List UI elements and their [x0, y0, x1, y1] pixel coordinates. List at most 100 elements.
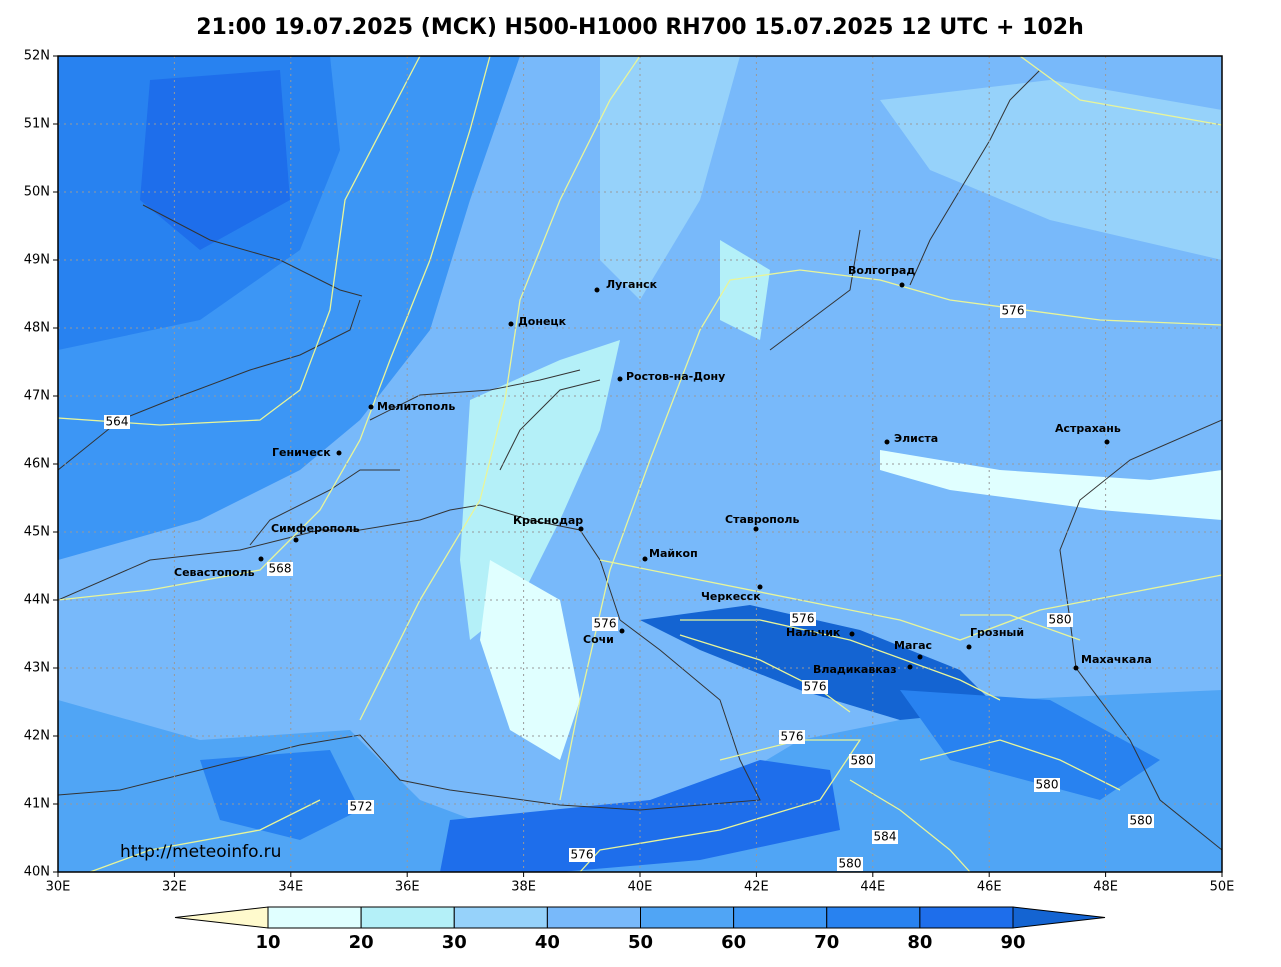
contour-label: 576 [804, 680, 827, 694]
city-dot [849, 631, 855, 637]
lat-label: 40N [24, 865, 50, 880]
colorbar-label: 40 [535, 932, 560, 953]
lon-label: 50E [1210, 880, 1235, 895]
city-dot [1104, 439, 1110, 445]
city-label: Донецк [518, 315, 567, 328]
contour-label: 568 [269, 562, 292, 576]
lon-label: 48E [1093, 880, 1118, 895]
lon-label: 44E [860, 880, 885, 895]
contour-label-bg [802, 680, 828, 694]
city-dot [907, 664, 913, 670]
city-label: Волгоград [848, 264, 915, 277]
city-dot [1073, 665, 1079, 671]
overlays: 30E 32E 34E 36E 38E 40E 42E 44E 46E 48E 50E 40N 41N 4… [24, 49, 1235, 954]
lat-label: 48N [24, 321, 50, 336]
contour-label-bg [1000, 304, 1026, 318]
contour-label-bg [872, 830, 898, 844]
contour-label: 576 [792, 612, 815, 626]
city-label: Магас [894, 639, 932, 652]
contour-label-bg [569, 848, 595, 862]
city-label: Краснодар [513, 514, 583, 527]
city-label: Астрахань [1055, 422, 1121, 435]
colorbar-box [546, 906, 641, 929]
city-dot [753, 526, 759, 532]
city-label: Ставрополь [725, 513, 799, 526]
colorbar-label: 70 [814, 932, 839, 953]
contour-label: 564 [106, 415, 129, 429]
lat-label: 41N [24, 797, 50, 812]
city-dot [966, 644, 972, 650]
lon-label: 46E [977, 880, 1002, 895]
lon-label: 40E [628, 880, 653, 895]
colorbar-label: 20 [349, 932, 374, 953]
city-dot [293, 537, 299, 543]
contour-label: 580 [839, 857, 862, 871]
lat-label: 49N [24, 253, 50, 268]
city-label: Владикавказ [813, 663, 897, 676]
contour-label: 576 [594, 617, 617, 631]
lat-label: 43N [24, 661, 50, 676]
contour-label-bg [1034, 778, 1060, 792]
lat-label: 42N [24, 729, 50, 744]
contour-label: 572 [350, 800, 373, 814]
lon-label: 34E [278, 880, 303, 895]
map-title: 21:00 19.07.2025 (МСК) H500-H1000 RH700 … [196, 15, 1083, 40]
contour-label-bg [267, 562, 293, 576]
source-url: http://meteoinfo.ru [120, 842, 281, 862]
colorbar-max-arrow [1012, 906, 1106, 929]
city-dot [619, 628, 625, 634]
city-label: Севастополь [174, 566, 255, 579]
lon-label: 36E [395, 880, 420, 895]
city-label: Майкоп [649, 547, 698, 560]
colorbar-label: 30 [442, 932, 467, 953]
city-dot [508, 321, 514, 327]
city-dot [594, 287, 600, 293]
contour-label: 576 [571, 848, 594, 862]
contour-label-bg [348, 800, 374, 814]
colorbar-box [640, 906, 735, 929]
colorbar-box [360, 906, 455, 929]
contour-label: 580 [851, 754, 874, 768]
city-label: Симферополь [271, 522, 360, 535]
city-dot [917, 654, 923, 660]
lat-label: 45N [24, 525, 50, 540]
city-label: Махачкала [1081, 653, 1152, 666]
city-dot [578, 526, 584, 532]
lon-label: 32E [162, 880, 187, 895]
lat-label: 47N [24, 389, 50, 404]
colorbar-label: 80 [907, 932, 932, 953]
contour-label-bg [849, 754, 875, 768]
colorbar-box [826, 906, 921, 929]
contour-label: 580 [1130, 814, 1153, 828]
contour-label-bg [1047, 613, 1073, 627]
city-dot [368, 404, 374, 410]
city-dot [884, 439, 890, 445]
city-dot [617, 376, 623, 382]
contour-label-bg [592, 617, 618, 631]
city-dot [757, 584, 763, 590]
lat-label: 44N [24, 593, 50, 608]
city-dot [642, 556, 648, 562]
lat-label: 46N [24, 457, 50, 472]
contour-label: 580 [1036, 778, 1059, 792]
grid [58, 56, 1222, 872]
contour-label: 580 [1049, 613, 1072, 627]
colorbar-label: 10 [255, 932, 280, 953]
colorbar-label: 90 [1000, 932, 1025, 953]
city-label: Элиста [894, 432, 938, 445]
city-label: Луганск [606, 278, 658, 291]
contour-label-bg [1128, 814, 1154, 828]
contour-label-bg [837, 857, 863, 871]
lat-label: 52N [24, 49, 50, 64]
lat-label: 51N [24, 117, 50, 132]
contour-label: 576 [1002, 304, 1025, 318]
city-label: Сочи [583, 633, 614, 646]
city-label: Нальчик [786, 626, 841, 639]
city-label: Геническ [272, 446, 331, 459]
contour-label-bg [779, 730, 805, 744]
contour-label: 584 [874, 830, 897, 844]
city-label: Ростов-на-Дону [626, 370, 725, 383]
city-label: Черкесск [701, 590, 761, 603]
colorbar-box [453, 906, 548, 929]
